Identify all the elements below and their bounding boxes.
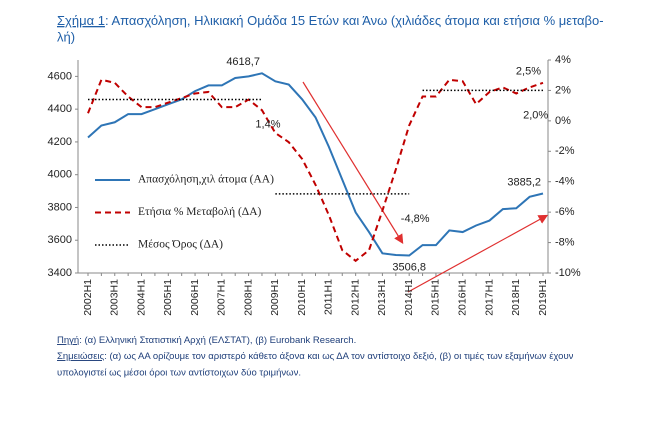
y-tick-label: 4200 — [48, 136, 72, 148]
title-text: : Απασχόληση, Ηλικιακή Ομάδα 15 Ετών και… — [105, 13, 604, 28]
x-tick-label: 2004H1 — [135, 279, 147, 316]
x-tick-label: 2019H1 — [537, 279, 549, 316]
y-tick-label: 4400 — [48, 103, 72, 115]
y2-tick-label: -8% — [555, 236, 575, 248]
y-tick-label: 4600 — [48, 70, 72, 82]
y-tick-label: 3800 — [48, 201, 72, 213]
chart-title: Σχήμα 1: Απασχόληση, Ηλικιακή Ομάδα 15 Ε… — [57, 13, 604, 28]
x-tick-label: 2014H1 — [403, 279, 415, 316]
x-tick-label: 2010H1 — [296, 279, 308, 316]
x-tick-label: 2011H1 — [323, 279, 335, 315]
notes-text: : (α) ως ΑΑ ορίζουμε τον αριστερό κάθετο… — [104, 351, 573, 362]
notes-line2: υπολογιστεί ως μέσοι όροι των αντίστοιχω… — [57, 368, 301, 379]
x-tick-label: 2009H1 — [269, 279, 281, 316]
notes-label: Σημειώσεις — [57, 351, 105, 362]
x-tick-label: 2013H1 — [376, 279, 388, 316]
data-label: 3506,8 — [392, 261, 426, 273]
series-line — [87, 72, 544, 257]
y2-tick-label: -2% — [555, 145, 575, 157]
source-text: : (α) Ελληνική Στατιστική Αρχή (ΕΛΣΤΑΤ),… — [79, 335, 356, 346]
x-tick-label: 2016H1 — [456, 279, 468, 316]
data-label: 2,0% — [523, 109, 548, 121]
data-label: 3885,2 — [507, 176, 541, 188]
source-label: Πηγή — [57, 335, 79, 346]
y2-tick-label: 4% — [555, 54, 571, 66]
notes: Σημειώσεις: (α) ως ΑΑ ορίζουμε τον αριστ… — [57, 351, 574, 362]
x-tick-label: 2017H1 — [483, 279, 495, 316]
y2-tick-label: -6% — [555, 206, 575, 218]
y-tick-label: 3400 — [48, 267, 72, 279]
data-label: 1,4% — [255, 118, 280, 130]
y2-tick-label: 2% — [555, 84, 571, 96]
series-line — [87, 78, 544, 263]
x-tick-label: 2012H1 — [349, 279, 361, 316]
data-label: -4,8% — [401, 213, 430, 225]
y-tick-label: 3600 — [48, 234, 72, 246]
x-tick-label: 2015H1 — [430, 279, 442, 316]
x-tick-label: 2003H1 — [109, 279, 121, 316]
arrow — [302, 81, 404, 245]
x-tick-label: 2007H1 — [216, 279, 228, 316]
legend-label: Μέσος Όρος (ΔΑ) — [138, 239, 223, 251]
legend-label: Ετήσια % Μεταβολή (ΔΑ) — [138, 206, 262, 218]
data-label: 2,5% — [516, 66, 541, 78]
y2-tick-label: -4% — [555, 176, 575, 188]
arrow — [407, 214, 549, 293]
x-tick-label: 2008H1 — [242, 279, 254, 316]
chart-title-line2: λή) — [57, 29, 75, 44]
data-label: 4618,7 — [226, 56, 260, 68]
x-tick-label: 2002H1 — [82, 279, 94, 316]
legend-label: Απασχόληση,χιλ άτομα (ΑΑ) — [138, 174, 274, 186]
y2-tick-label: -10% — [555, 267, 581, 279]
y-tick-label: 4000 — [48, 169, 72, 181]
x-tick-label: 2005H1 — [162, 279, 174, 316]
source: Πηγή: (α) Ελληνική Στατιστική Αρχή (ΕΛΣΤ… — [57, 335, 356, 346]
x-tick-label: 2018H1 — [510, 279, 522, 316]
y2-tick-label: 0% — [555, 115, 571, 127]
x-tick-label: 2006H1 — [189, 279, 201, 316]
title-figure: Σχήμα 1 — [57, 13, 105, 28]
